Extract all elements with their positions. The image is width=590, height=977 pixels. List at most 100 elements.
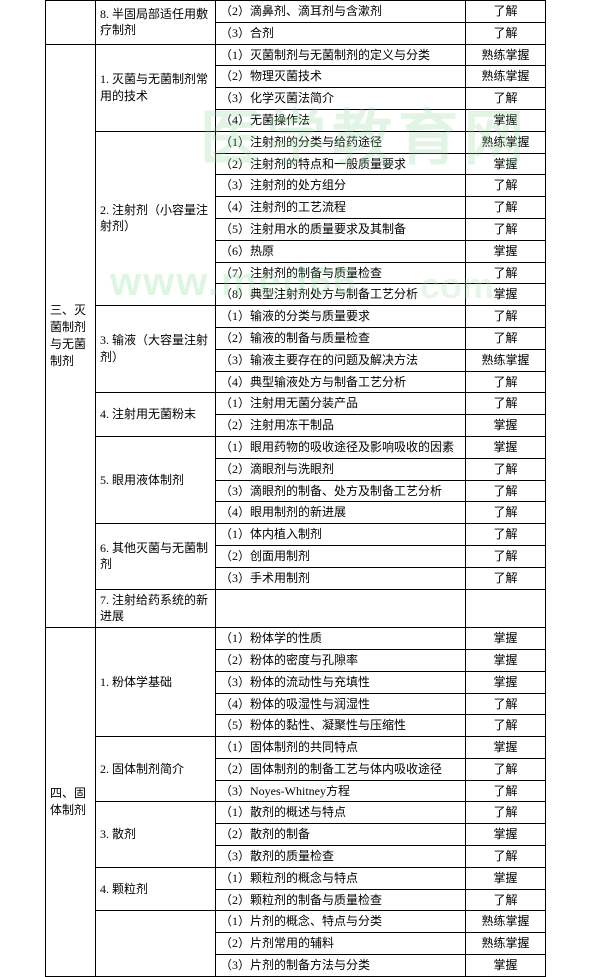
level-cell: 了解: [466, 22, 546, 44]
item-cell: （2）注射剂的特点和一般质量要求: [216, 153, 466, 175]
item-cell: （1）颗粒剂的概念与特点: [216, 867, 466, 889]
level-cell: 了解: [466, 889, 546, 911]
level-cell: 了解: [466, 524, 546, 546]
item-cell: （5）粉体的黏性、凝聚性与压缩性: [216, 715, 466, 737]
level-cell: 掌握: [466, 649, 546, 671]
level-cell: 熟练掌握: [466, 911, 546, 933]
item-cell: （1）片剂的概念、特点与分类: [216, 911, 466, 933]
level-cell: 掌握: [466, 671, 546, 693]
level-cell: 了解: [466, 327, 546, 349]
level-cell: 了解: [466, 393, 546, 415]
level-cell: 掌握: [466, 955, 546, 977]
item-cell: [216, 589, 466, 628]
item-cell: （3）粉体的流动性与充填性: [216, 671, 466, 693]
level-cell: 了解: [466, 480, 546, 502]
item-cell: （2）散剂的制备: [216, 824, 466, 846]
level-cell: 熟练掌握: [466, 44, 546, 66]
subtopic-cell: 5. 眼用液体制剂: [96, 436, 216, 523]
level-cell: 了解: [466, 846, 546, 868]
item-cell: （3）注射剂的处方组分: [216, 175, 466, 197]
level-cell: 了解: [466, 458, 546, 480]
item-cell: （1）灭菌制剂与无菌制剂的定义与分类: [216, 44, 466, 66]
item-cell: （3）Noyes-Whitney方程: [216, 780, 466, 802]
table-row: 7. 注射给药系统的新进展: [46, 589, 546, 628]
table-row: 4. 注射用无菌粉末（1）注射用无菌分装产品了解: [46, 393, 546, 415]
subtopic-cell: [96, 911, 216, 976]
level-cell: 了解: [466, 262, 546, 284]
level-cell: 掌握: [466, 153, 546, 175]
level-cell: 熟练掌握: [466, 349, 546, 371]
item-cell: （6）热原: [216, 240, 466, 262]
item-cell: （1）注射剂的分类与给药途径: [216, 131, 466, 153]
item-cell: （3）合剂: [216, 22, 466, 44]
level-cell: 掌握: [466, 415, 546, 437]
table-row: 2. 注射剂（小容量注射剂）（1）注射剂的分类与给药途径熟练掌握: [46, 131, 546, 153]
level-cell: 了解: [466, 693, 546, 715]
level-cell: [466, 589, 546, 628]
item-cell: （2）颗粒剂的制备与质量检查: [216, 889, 466, 911]
level-cell: 掌握: [466, 628, 546, 650]
level-cell: 掌握: [466, 737, 546, 759]
page: 医学教育网 www.med66 .com 8. 半固局部适任用敷疗制剂（2）滴鼻…: [0, 0, 590, 768]
item-cell: （1）注射用无菌分装产品: [216, 393, 466, 415]
item-cell: （2）创面用制剂: [216, 545, 466, 567]
level-cell: 了解: [466, 197, 546, 219]
level-cell: 了解: [466, 88, 546, 110]
item-cell: （2）粉体的密度与孔隙率: [216, 649, 466, 671]
item-cell: （3）片剂的制备方法与分类: [216, 955, 466, 977]
item-cell: （2）片剂常用的辅料: [216, 933, 466, 955]
item-cell: （3）滴眼剂的制备、处方及制备工艺分析: [216, 480, 466, 502]
category-cell: 四、固体制剂: [46, 628, 96, 977]
table-row: 三、灭菌制剂与无菌制剂1. 灭菌与无菌制剂常用的技术（1）灭菌制剂与无菌制剂的定…: [46, 44, 546, 66]
level-cell: 掌握: [466, 109, 546, 131]
item-cell: （4）粉体的吸湿性与润湿性: [216, 693, 466, 715]
subtopic-cell: 6. 其他灭菌与无菌制剂: [96, 524, 216, 589]
level-cell: 掌握: [466, 284, 546, 306]
table-row: 四、固体制剂1. 粉体学基础（1）粉体学的性质掌握: [46, 628, 546, 650]
level-cell: 了解: [466, 758, 546, 780]
item-cell: （7）注射剂的制备与质量检查: [216, 262, 466, 284]
level-cell: 了解: [466, 175, 546, 197]
level-cell: 熟练掌握: [466, 66, 546, 88]
table-row: 8. 半固局部适任用敷疗制剂（2）滴鼻剂、滴耳剂与含漱剂了解: [46, 1, 546, 23]
item-cell: （4）眼用制剂的新进展: [216, 502, 466, 524]
level-cell: 了解: [466, 802, 546, 824]
level-cell: 了解: [466, 567, 546, 589]
level-cell: 了解: [466, 545, 546, 567]
item-cell: （5）注射用水的质量要求及其制备: [216, 218, 466, 240]
item-cell: （8）典型注射剂处方与制备工艺分析: [216, 284, 466, 306]
table-row: 4. 颗粒剂（1）颗粒剂的概念与特点掌握: [46, 867, 546, 889]
item-cell: （2）物理灭菌技术: [216, 66, 466, 88]
subtopic-cell: 4. 注射用无菌粉末: [96, 393, 216, 437]
level-cell: 了解: [466, 502, 546, 524]
subtopic-cell: 7. 注射给药系统的新进展: [96, 589, 216, 628]
category-cell: 三、灭菌制剂与无菌制剂: [46, 44, 96, 628]
level-cell: 掌握: [466, 824, 546, 846]
item-cell: （3）手术用制剂: [216, 567, 466, 589]
table-row: 3. 散剂（1）散剂的概述与特点了解: [46, 802, 546, 824]
table-row: 3. 输液（大容量注射剂）（1）输液的分类与质量要求了解: [46, 306, 546, 328]
level-cell: 了解: [466, 1, 546, 23]
table-row: 5. 眼用液体制剂（1）眼用药物的吸收途径及影响吸收的因素掌握: [46, 436, 546, 458]
item-cell: （1）粉体学的性质: [216, 628, 466, 650]
level-cell: 熟练掌握: [466, 131, 546, 153]
subtopic-cell: 3. 散剂: [96, 802, 216, 867]
level-cell: 掌握: [466, 240, 546, 262]
level-cell: 掌握: [466, 436, 546, 458]
item-cell: （1）固体制剂的共同特点: [216, 737, 466, 759]
syllabus-table: 8. 半固局部适任用敷疗制剂（2）滴鼻剂、滴耳剂与含漱剂了解（3）合剂了解三、灭…: [45, 0, 546, 977]
item-cell: （1）输液的分类与质量要求: [216, 306, 466, 328]
subtopic-cell: 3. 输液（大容量注射剂）: [96, 306, 216, 393]
subtopic-cell: 4. 颗粒剂: [96, 867, 216, 911]
subtopic-cell: 2. 固体制剂简介: [96, 737, 216, 802]
level-cell: 熟练掌握: [466, 933, 546, 955]
item-cell: （3）散剂的质量检查: [216, 846, 466, 868]
item-cell: （2）输液的制备与质量检查: [216, 327, 466, 349]
item-cell: （4）典型输液处方与制备工艺分析: [216, 371, 466, 393]
item-cell: （2）注射用冻干制品: [216, 415, 466, 437]
item-cell: （4）无菌操作法: [216, 109, 466, 131]
item-cell: （3）化学灭菌法简介: [216, 88, 466, 110]
level-cell: 掌握: [466, 867, 546, 889]
level-cell: 了解: [466, 371, 546, 393]
level-cell: 了解: [466, 780, 546, 802]
